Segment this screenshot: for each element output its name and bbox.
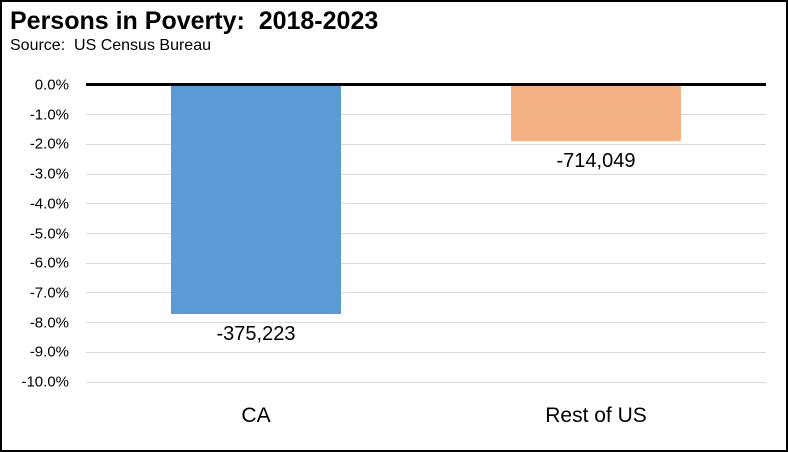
gridline xyxy=(86,351,766,353)
x-axis-category-label: Rest of US xyxy=(545,404,647,427)
chart-title: Persons in Poverty: 2018-2023 xyxy=(10,7,379,35)
bar-rest-of-us xyxy=(511,85,681,142)
gridline xyxy=(86,173,766,175)
gridline xyxy=(86,233,766,234)
y-axis-tick-label: -4.0% xyxy=(29,195,69,213)
gridline xyxy=(86,292,766,294)
y-axis-tick-label: -3.0% xyxy=(29,165,69,183)
data-label: -714,049 xyxy=(556,150,636,173)
gridline xyxy=(86,381,766,383)
chart-subtitle: Source: US Census Bureau xyxy=(10,37,211,54)
x-axis-category-label: CA xyxy=(241,404,271,427)
y-axis-tick-label: -7.0% xyxy=(29,284,69,302)
y-axis-tick-label: -2.0% xyxy=(29,135,69,153)
gridline xyxy=(86,143,766,145)
data-label: -375,223 xyxy=(216,322,296,345)
gridline xyxy=(86,203,766,205)
y-axis-tick-label: -8.0% xyxy=(29,314,69,332)
y-axis-tick-label: -10.0% xyxy=(21,373,69,391)
plot-area: -375,223 -714,049 xyxy=(86,83,766,383)
gridline xyxy=(86,114,766,116)
bar-ca xyxy=(171,85,341,314)
y-axis-tick-label: -5.0% xyxy=(29,225,69,242)
zero-axis-line xyxy=(86,83,766,86)
gridline xyxy=(86,262,766,264)
y-axis-tick-label: -9.0% xyxy=(29,343,69,361)
gridline xyxy=(86,322,766,324)
y-axis-tick-label: -6.0% xyxy=(29,254,69,272)
y-axis-tick-label: 0.0% xyxy=(34,76,69,94)
y-axis-tick-label: -1.0% xyxy=(29,106,69,124)
